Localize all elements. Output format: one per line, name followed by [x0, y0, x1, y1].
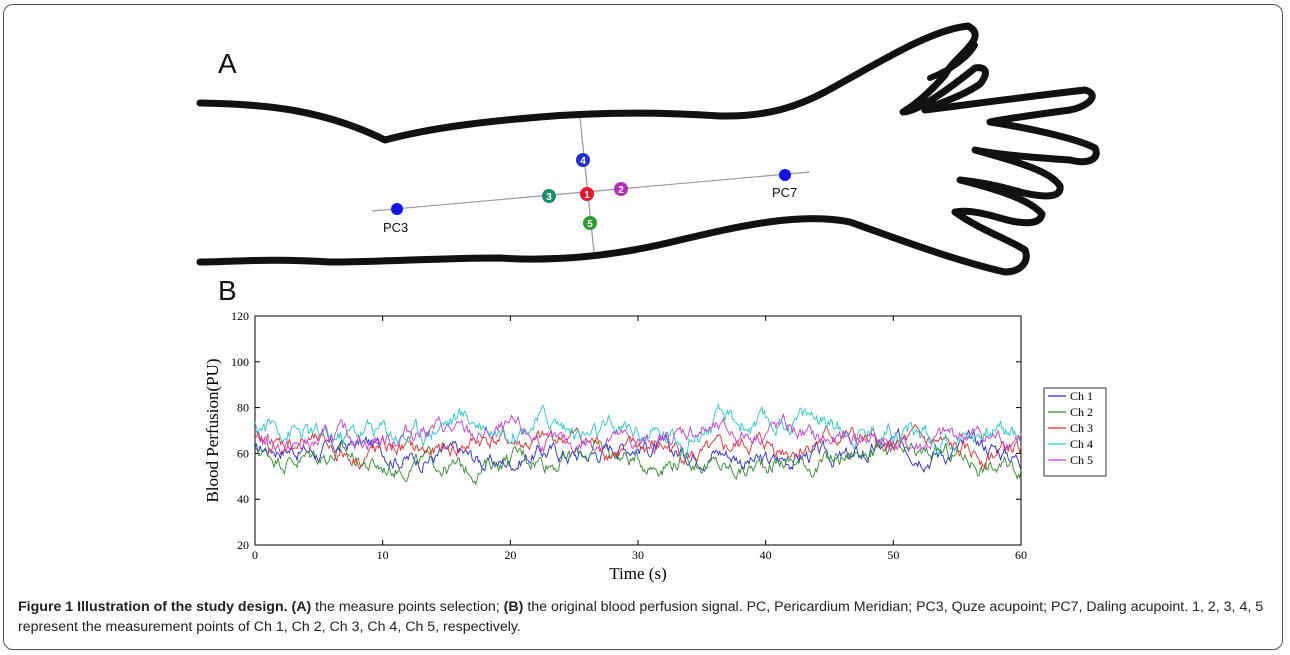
svg-text:2: 2 — [618, 185, 624, 196]
point-4 — [576, 153, 590, 167]
figure-caption: Figure 1 Illustration of the study desig… — [18, 597, 1268, 637]
arm-illustration: PC3 PC7 1 2 3 4 5 — [196, 22, 1100, 276]
caption-text-1: the measure points selection; — [311, 599, 504, 615]
point-1 — [580, 187, 594, 201]
pc7-point — [779, 169, 791, 181]
svg-text:1: 1 — [584, 190, 590, 201]
point-2 — [614, 182, 628, 196]
point-5 — [583, 216, 597, 230]
pc3-label: PC3 — [383, 220, 408, 235]
pc3-point — [391, 203, 403, 215]
arm-upper-contour — [196, 22, 989, 144]
panel-a-label: A — [218, 48, 237, 79]
point-3 — [542, 189, 556, 203]
svg-text:5: 5 — [587, 219, 593, 230]
panel-b-label: B — [218, 275, 237, 306]
thumb-inner — [927, 42, 978, 81]
cross-line — [579, 117, 595, 253]
fingers-contour — [921, 86, 1100, 227]
caption-text-2: the original blood perfusion signal. PC,… — [18, 599, 1264, 635]
svg-text:3: 3 — [546, 192, 552, 203]
hand-lower-contour — [196, 208, 1030, 276]
caption-bold-2: (B) — [503, 599, 524, 615]
caption-bold-1: Figure 1 Illustration of the study desig… — [18, 599, 312, 615]
pc7-label: PC7 — [772, 185, 797, 200]
svg-text:4: 4 — [580, 156, 586, 167]
